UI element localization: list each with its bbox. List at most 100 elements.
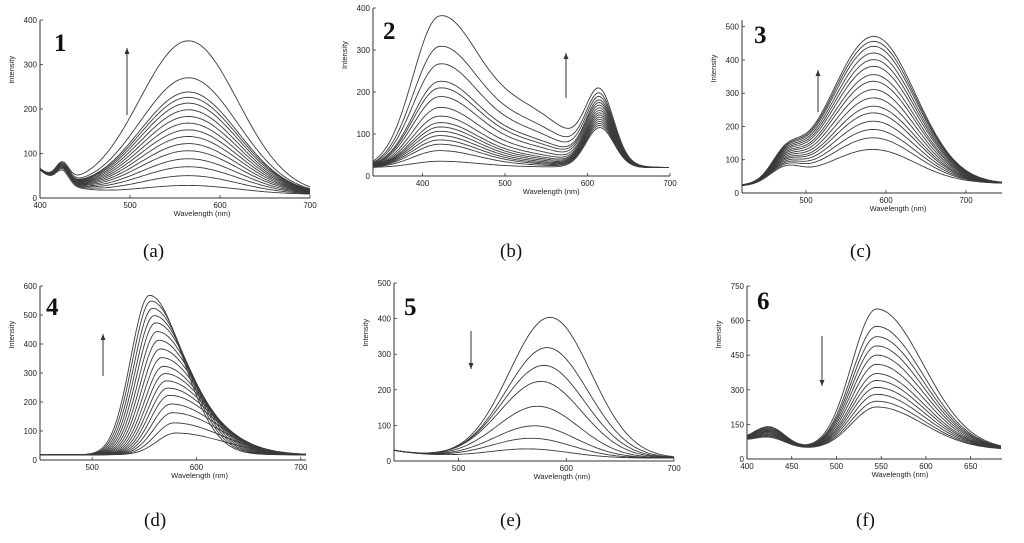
chart-6-ytick-label: 750 bbox=[731, 282, 745, 291]
chart-3-series-3 bbox=[741, 129, 1003, 186]
chart-2-xtick-label: 700 bbox=[663, 179, 677, 188]
chart-panel-2: 0 100 200 300 400 400 500 600 700 Wavelength (nm)… bbox=[340, 4, 677, 196]
chart-6-ytick-label: 150 bbox=[731, 420, 745, 429]
chart-1-series-4 bbox=[39, 158, 311, 194]
chart-4-ytick-label: 200 bbox=[24, 398, 38, 407]
chart-6-series-12 bbox=[746, 406, 1002, 450]
chart-1-xtick-label: 500 bbox=[123, 201, 137, 210]
chart-1-ylabel: Intensity bbox=[7, 56, 16, 84]
chart-5-ytick-label: 100 bbox=[378, 421, 392, 430]
chart-1-series-15 bbox=[39, 77, 311, 190]
chart-4-ytick-label: 600 bbox=[24, 282, 38, 291]
chart-2-arrow-head bbox=[563, 53, 569, 59]
chart-4-ytick-label: 0 bbox=[33, 456, 38, 465]
chart-2-ytick-label: 100 bbox=[357, 130, 371, 139]
chart-panel-1: 0 100 200 300 400 400 500 600 700 Wavelength (nm)… bbox=[7, 16, 317, 218]
chart-3-series-7 bbox=[741, 97, 1003, 186]
chart-6-xtick-label: 450 bbox=[785, 462, 799, 471]
chart-1-series-2 bbox=[39, 165, 311, 194]
chart-4-svg: 0 100 200 300 400 500 600 500 600 700 Wavelength (… bbox=[7, 282, 308, 480]
chart-2-series-3 bbox=[372, 122, 669, 169]
chart-4-series-9 bbox=[40, 365, 307, 456]
chart-3-xlabel: Wavelength (nm) bbox=[870, 204, 927, 213]
chart-2-ytick-label: 0 bbox=[366, 172, 371, 181]
chart-2-xtick-label: 500 bbox=[498, 179, 512, 188]
chart-5-svg: 0 100 200 300 400 500 500 600 700 Wavelength (nm)… bbox=[361, 279, 681, 481]
chart-4-series-11 bbox=[40, 348, 307, 456]
chart-5-xlabel: Wavelength (nm) bbox=[534, 472, 591, 481]
chart-3-series-13 bbox=[741, 52, 1003, 186]
chart-2-series-14 bbox=[372, 63, 669, 168]
chart-5-series-3 bbox=[393, 364, 675, 458]
chart-1-ytick-label: 400 bbox=[24, 16, 38, 25]
chart-3-ylabel: Intensity bbox=[709, 54, 718, 82]
chart-4-series-3 bbox=[40, 412, 307, 456]
chart-4-series-18 bbox=[40, 294, 306, 456]
chart-2-ytick-label: 200 bbox=[357, 88, 371, 97]
chart-3-series-9 bbox=[741, 80, 1003, 186]
chart-3-ytick-label: 100 bbox=[726, 156, 740, 165]
chart-3-xtick-label: 600 bbox=[879, 196, 893, 205]
chart-3-series-14 bbox=[741, 45, 1003, 186]
chart-6-arrow-head bbox=[819, 380, 825, 386]
chart-5-series-6 bbox=[393, 425, 674, 459]
chart-4-series-4 bbox=[40, 403, 307, 456]
chart-1-series-3 bbox=[39, 166, 311, 194]
chart-panel-3: 0 100 200 300 400 500 500 600 700 Wavelength (nm)… bbox=[709, 20, 1003, 213]
chart-6-ytick-label: 300 bbox=[731, 386, 745, 395]
chart-4-xtick-label: 600 bbox=[190, 463, 204, 472]
chart-5-ytick-label: 500 bbox=[378, 279, 392, 288]
chart-3-arrow-head bbox=[815, 70, 821, 76]
chart-panel-4: 0 100 200 300 400 500 600 500 600 700 Wavelength (… bbox=[7, 282, 308, 480]
chart-6-xtick-label: 500 bbox=[830, 462, 844, 471]
chart-6-compound-number: 6 bbox=[757, 288, 770, 315]
chart-5-series-5 bbox=[393, 405, 674, 459]
chart-4-xtick-label: 700 bbox=[294, 463, 308, 472]
chart-6-ylabel: Intensity bbox=[714, 320, 723, 348]
chart-3-ytick-label: 400 bbox=[726, 56, 740, 65]
chart-6-xtick-label: 400 bbox=[740, 462, 754, 471]
chart-4-series-13 bbox=[40, 331, 306, 456]
chart-5-xtick-label: 600 bbox=[560, 464, 574, 473]
chart-3-ytick-label: 500 bbox=[726, 23, 740, 32]
chart-5-ylabel: Intensity bbox=[361, 319, 370, 347]
panel-caption-d: (d) bbox=[144, 510, 167, 531]
chart-3-xtick-label: 500 bbox=[799, 196, 813, 205]
chart-6-series-1 bbox=[746, 308, 1002, 447]
chart-4-ytick-label: 100 bbox=[24, 427, 38, 436]
chart-6-ytick-label: 450 bbox=[731, 351, 745, 360]
panel-caption-b: (b) bbox=[500, 241, 523, 262]
chart-1-compound-number: 1 bbox=[54, 30, 67, 57]
chart-1-xtick-label: 600 bbox=[213, 201, 227, 210]
chart-5-series-4 bbox=[393, 380, 675, 459]
chart-1-series-7 bbox=[39, 136, 311, 193]
chart-2-svg: 0 100 200 300 400 400 500 600 700 Wavelength (nm)… bbox=[340, 4, 677, 196]
chart-3-series-12 bbox=[741, 59, 1003, 186]
chart-4-series-10 bbox=[40, 357, 306, 456]
chart-3-series-6 bbox=[741, 105, 1003, 186]
chart-1-arrow-head bbox=[124, 48, 130, 54]
chart-6-ytick-label: 600 bbox=[731, 317, 745, 326]
chart-6-series-4 bbox=[746, 345, 1002, 448]
chart-6-xtick-label: 650 bbox=[964, 462, 978, 471]
chart-3-series-11 bbox=[741, 65, 1003, 186]
chart-4-ytick-label: 500 bbox=[24, 311, 38, 320]
chart-4-compound-number: 4 bbox=[46, 294, 59, 321]
chart-panel-5: 0 100 200 300 400 500 500 600 700 Wavelength (nm)… bbox=[361, 279, 681, 481]
chart-3-series-8 bbox=[741, 89, 1003, 186]
chart-1-ytick-label: 100 bbox=[24, 150, 38, 159]
chart-4-series-12 bbox=[40, 339, 306, 456]
chart-5-xtick-label: 500 bbox=[452, 464, 466, 473]
chart-1-series-1 bbox=[39, 169, 310, 195]
chart-3-series-4 bbox=[741, 120, 1003, 186]
chart-4-xtick-label: 500 bbox=[85, 463, 99, 472]
chart-3-series-2 bbox=[741, 137, 1003, 186]
chart-4-ylabel: Intensity bbox=[7, 321, 16, 349]
chart-5-xtick-label: 700 bbox=[667, 464, 681, 473]
chart-1-series-11 bbox=[39, 109, 311, 191]
chart-5-ytick-label: 400 bbox=[378, 315, 392, 324]
chart-1-xtick-label: 400 bbox=[33, 201, 47, 210]
panel-caption-e: (e) bbox=[500, 510, 522, 531]
chart-1-series-16 bbox=[39, 40, 311, 188]
panel-caption-a: (a) bbox=[143, 241, 165, 262]
